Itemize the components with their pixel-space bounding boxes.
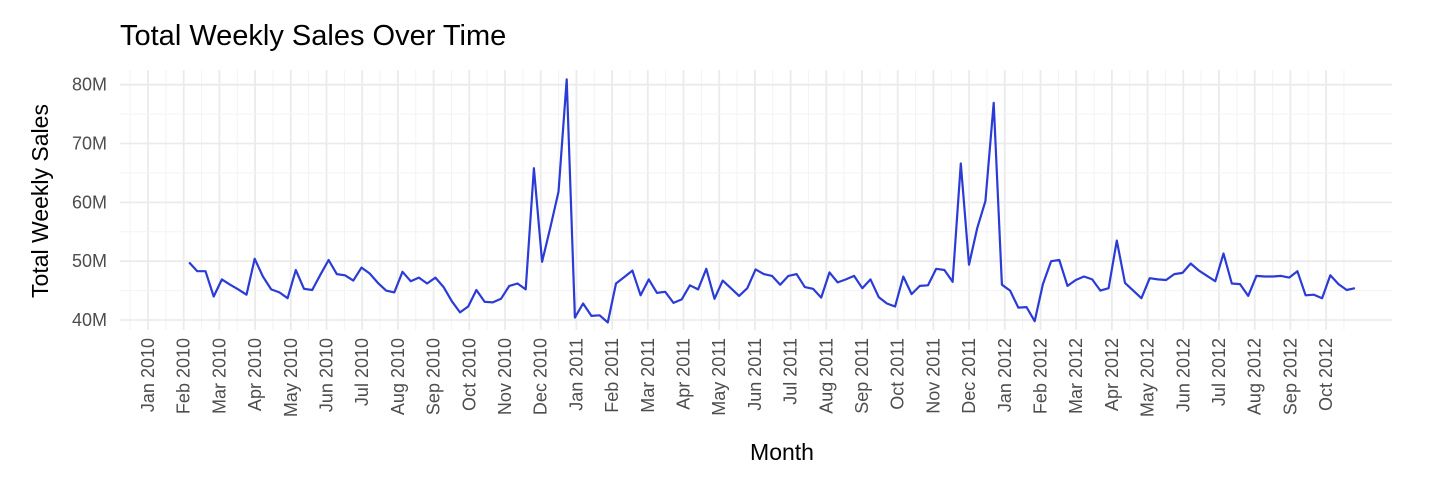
x-tick-label: May 2012 <box>1138 338 1158 417</box>
sales-line <box>188 78 1356 324</box>
x-tick-label: May 2010 <box>281 338 301 417</box>
x-tick-label: Jul 2010 <box>352 338 372 406</box>
x-tick-label: Jan 2011 <box>566 338 586 411</box>
x-tick-label: Feb 2010 <box>174 338 194 414</box>
x-tick-label: Sep 2010 <box>424 338 444 415</box>
grid-layer <box>120 70 1392 330</box>
x-tick-label: Jan 2012 <box>995 338 1015 412</box>
x-tick-label: May 2011 <box>709 338 729 416</box>
x-tick-label: Oct 2011 <box>888 338 908 410</box>
x-tick-label: Jun 2011 <box>745 338 765 411</box>
y-tick-labels: 40M 50M 60M 70M 80M <box>72 75 107 330</box>
y-tick-label: 80M <box>72 75 107 95</box>
x-tick-label: Jul 2012 <box>1209 338 1229 406</box>
x-tick-label: Feb 2012 <box>1031 338 1051 414</box>
x-tick-label: Nov 2011 <box>923 338 943 414</box>
x-tick-label: Sep 2011 <box>852 338 872 414</box>
x-tick-labels: Jan 2010 Feb 2010 Mar 2010 Apr 2010 May 2010… <box>138 338 1336 417</box>
x-tick-label: Jul 2011 <box>781 338 801 405</box>
x-tick-label: Feb 2011 <box>602 338 622 413</box>
x-tick-label: Aug 2011 <box>816 338 836 414</box>
x-tick-label: Jun 2010 <box>317 338 337 412</box>
x-tick-label: Mar 2010 <box>209 338 229 414</box>
x-tick-label: Nov 2010 <box>495 338 515 415</box>
y-tick-label: 40M <box>72 310 107 330</box>
x-tick-label: Dec 2011 <box>959 338 979 414</box>
y-tick-label: 50M <box>72 251 107 271</box>
chart-title: Total Weekly Sales Over Time <box>120 20 507 52</box>
x-tick-label: Jun 2012 <box>1173 338 1193 412</box>
x-tick-label: Apr 2012 <box>1102 338 1122 411</box>
x-axis-title: Month <box>750 439 814 465</box>
x-tick-label: Mar 2012 <box>1066 338 1086 414</box>
line-layer <box>188 78 1356 324</box>
x-tick-label: Sep 2012 <box>1280 338 1300 415</box>
y-axis-title: Total Weekly Sales <box>27 104 53 298</box>
x-tick-label: Aug 2012 <box>1245 338 1265 415</box>
y-tick-label: 60M <box>72 192 107 212</box>
x-tick-label: Dec 2010 <box>531 338 551 415</box>
x-tick-label: Oct 2010 <box>459 338 479 411</box>
x-tick-label: Apr 2010 <box>245 338 265 411</box>
x-tick-label: Aug 2010 <box>388 338 408 415</box>
x-tick-label: Mar 2011 <box>638 338 658 413</box>
y-tick-label: 70M <box>72 134 107 154</box>
x-tick-label: Jan 2010 <box>138 338 158 412</box>
x-tick-label: Apr 2011 <box>674 338 694 410</box>
x-tick-label: Oct 2012 <box>1316 338 1336 411</box>
